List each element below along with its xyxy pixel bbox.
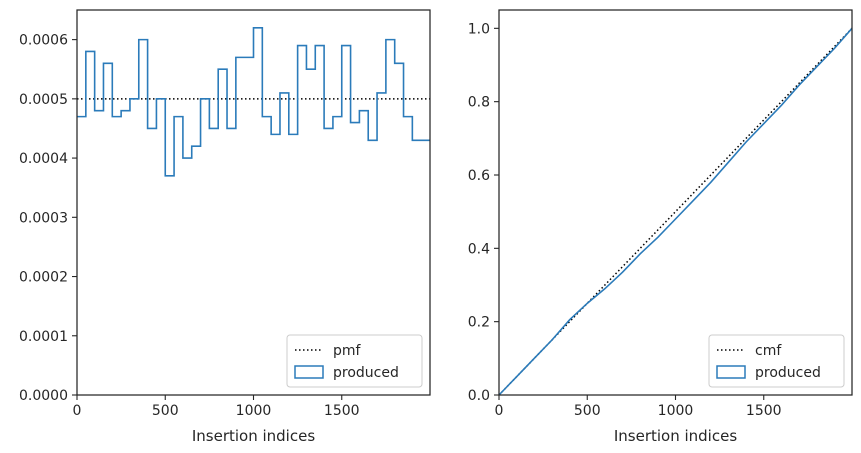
y-tick-label: 0.0: [468, 388, 490, 404]
y-tick-label: 0.8: [468, 95, 490, 111]
y-tick-label: 0.0002: [19, 270, 68, 286]
x-tick-label: 500: [152, 403, 179, 419]
y-tick-label: 0.0005: [19, 92, 68, 108]
x-tick-label: 1500: [324, 403, 360, 419]
y-tick-label: 0.0004: [19, 151, 68, 167]
chart-panel-2: 0 500 1000 1500 0.0 0.2 0.4 0.6 0.8 1.0 Insertion …: [468, 9, 853, 445]
legend-cmf-label: cmf: [755, 343, 782, 359]
x-tick-label: 1000: [658, 403, 694, 419]
y-tick-label: 0.2: [468, 315, 490, 331]
chart-panel-1: 0 500 1000 1500 0.0000 0.0001 0.0002 0.0003 0.00…: [19, 9, 431, 445]
legend: pmf produced: [286, 334, 423, 388]
x-tick-label: 500: [574, 403, 601, 419]
legend-box: [286, 334, 423, 388]
y-tick-label: 0.0003: [19, 210, 68, 226]
y-tick-label: 1.0: [468, 21, 490, 37]
legend-box: [708, 334, 845, 388]
y-tick-label: 0.0000: [19, 388, 68, 404]
y-tick-label: 0.6: [468, 168, 490, 184]
y-tick-label: 0.0001: [19, 329, 68, 345]
x-tick-label: 1000: [236, 403, 272, 419]
series-produced-line: [498, 27, 853, 396]
legend-produced-swatch: [294, 365, 324, 379]
x-tick-label: 0: [73, 403, 82, 419]
x-axis-label: Insertion indices: [192, 427, 315, 445]
x-axis-label: Insertion indices: [614, 427, 737, 445]
legend-pmf-label: pmf: [333, 343, 362, 359]
x-tick-label: 1500: [746, 403, 782, 419]
series-produced-line: [77, 26, 430, 177]
x-tick-label: 0: [495, 403, 504, 419]
legend-produced-swatch: [716, 365, 746, 379]
legend-produced-label: produced: [333, 365, 399, 381]
legend-produced-label: produced: [755, 365, 821, 381]
legend: cmf produced: [708, 334, 845, 388]
y-tick-label: 0.4: [468, 241, 490, 257]
y-tick-label: 0.0006: [19, 33, 68, 49]
